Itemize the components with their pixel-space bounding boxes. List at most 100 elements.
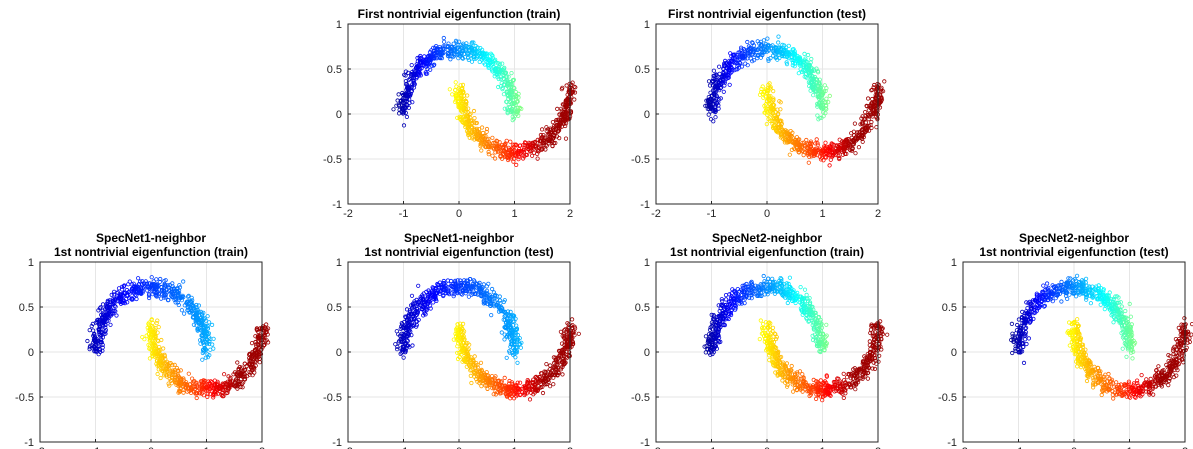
scatter-point [816,117,821,122]
scatter-point [504,355,509,360]
scatter-point [829,141,834,146]
scatter-point [722,80,727,85]
scatter-point [506,147,512,152]
scatter-point [557,136,562,141]
scatter-point [458,83,463,88]
scatter-point [809,79,815,84]
scatter-point [522,140,528,145]
scatter-point [722,79,727,84]
scatter-point [440,46,446,51]
scatter-point [491,147,497,152]
scatter-point [478,360,484,365]
scatter-point [739,64,745,69]
scatter-point [432,62,437,67]
scatter-point [539,127,545,132]
scatter-point [158,375,163,381]
scatter-point [813,141,818,146]
y-tick-label: -0.5 [323,392,342,404]
scatter-point [446,41,451,46]
scatter-point [415,64,420,69]
scatter-point [527,397,533,402]
scatter-point [200,357,205,362]
scatter-point [786,43,791,48]
y-tick-label: 0 [336,109,342,121]
scatter-point [497,70,502,75]
scatter-point [853,151,858,156]
scatter-point [172,362,177,367]
scatter-point [469,380,474,386]
scatter-point [489,286,495,292]
scatter-point [471,51,476,56]
scatter-point [542,135,548,140]
scatter-point [235,386,240,391]
scatter-point [465,93,470,98]
x-tick-label: -1 [707,208,717,220]
scatter-point [457,114,462,119]
scatter-point [461,120,466,125]
scatter-point [769,119,775,124]
scatter-point [425,60,430,66]
scatter-point [429,48,434,53]
scatter-point [468,53,473,58]
scatter-point [713,115,718,120]
scatter-point [479,125,485,130]
scatter-point [257,360,262,365]
scatter-point [541,135,546,140]
scatter-point [445,53,450,59]
scatter-point [501,92,506,97]
scatter-point [750,40,755,45]
scatter-point [768,55,773,61]
scatter-point [787,152,792,157]
scatter-point [498,74,504,79]
scatter-point [235,360,240,365]
scatter-point [428,67,433,72]
scatter-point [459,103,464,108]
scatter-points [702,273,890,403]
scatter-point [465,125,470,130]
scatter-point [797,55,802,60]
scatter-point [159,296,164,301]
scatter-point [441,35,446,41]
scatter-point [463,109,469,114]
scatter-point [771,49,777,54]
scatter-point [712,73,717,79]
scatter-point [425,54,430,59]
scatter-point [516,157,521,162]
scatter-point [852,121,858,126]
scatter-point [556,128,561,133]
scatter-point [792,53,797,59]
scatter-point [538,132,544,138]
scatter-point [479,148,484,153]
scatter-point [503,74,509,79]
scatter-point [482,139,488,144]
scatter-point [724,76,729,81]
scatter-point [708,117,714,122]
scatter-point [781,54,786,59]
scatter-point [478,142,483,147]
scatter-point [528,141,533,146]
scatter-point [722,83,727,88]
scatter-point [456,45,461,50]
scatter-point [533,145,539,150]
scatter-point [484,126,490,132]
scatter-point [511,77,517,82]
scatter-point [819,96,824,101]
scatter-point [776,40,781,45]
scatter-point [454,50,459,55]
scatter-point [211,346,216,351]
scatter-point [713,110,718,115]
scatter-point [424,58,429,63]
chart-title: SpecNet1-neighbor [404,231,514,245]
scatter-point [560,372,565,377]
scatter-point [434,56,439,61]
scatter-point [399,110,404,115]
scatter-point [252,370,257,375]
scatter-point [430,54,435,59]
scatter-point [824,107,829,112]
scatter-point [489,312,494,318]
scatter-point [470,136,475,141]
scatter-point [509,109,514,115]
scatter-point [403,69,408,74]
scatter-point [439,51,445,57]
